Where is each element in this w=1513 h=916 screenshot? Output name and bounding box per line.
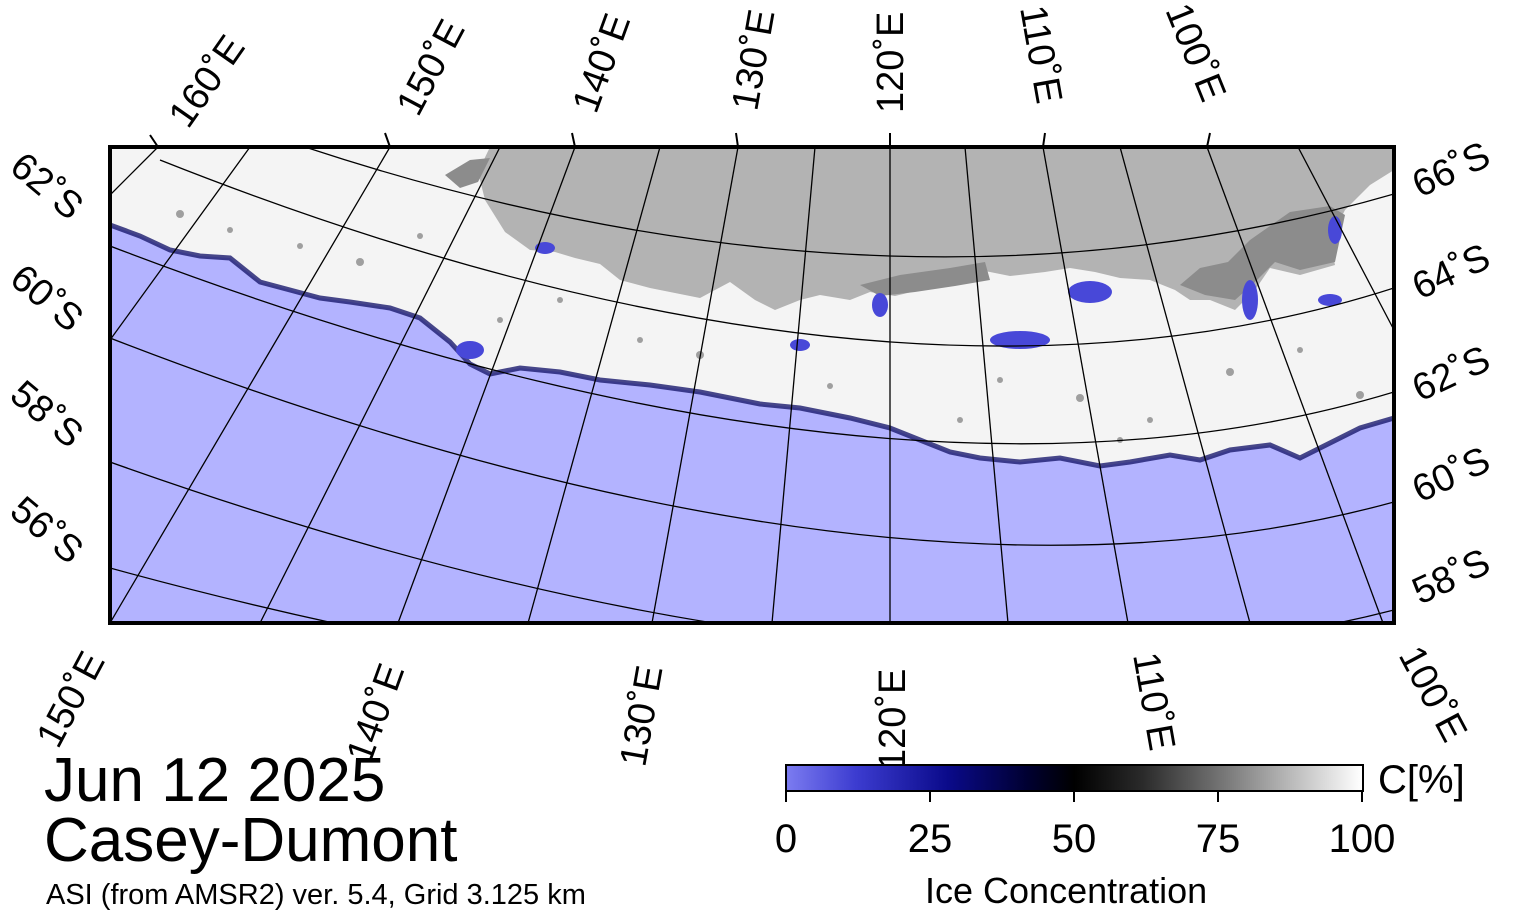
meridian-110E — [1042, 147, 1129, 623]
top-lon-label-110E: 110˚E — [1011, 2, 1069, 106]
top-tick-marks — [149, 132, 1211, 148]
region-name: Casey-Dumont — [44, 806, 458, 875]
low-ice-patches — [456, 216, 1342, 359]
top-lon-label-140E: 140˚E — [565, 8, 639, 118]
parallel-56S — [110, 567, 337, 623]
meridian-105E — [1119, 147, 1251, 623]
colorbar-tick-label: 0 — [774, 817, 798, 861]
left-lat-label-62S: 62˚S — [2, 145, 90, 229]
top-lon-label-160E: 160˚E — [161, 28, 254, 135]
meridian-155E — [110, 147, 251, 341]
colorbar-tick-mark — [1361, 790, 1363, 802]
top-lon-label-100E: 100˚E — [1157, 0, 1234, 107]
meridian-135E — [527, 147, 661, 623]
colorbar-tick-label: 100 — [1328, 817, 1396, 861]
meridian-140E — [397, 147, 576, 623]
top-lon-label-130E: 130˚E — [725, 6, 784, 113]
bottom-lon-label-130E: 130˚E — [613, 662, 672, 769]
meridian-95E — [1297, 147, 1394, 331]
bottom-lon-label-100E: 100˚E — [1390, 640, 1475, 749]
meridian-130E — [651, 147, 739, 623]
top-lon-label-120E: 120˚E — [870, 12, 912, 113]
bottom-lon-label-150E: 150˚E — [29, 645, 114, 754]
colorbar-tick-label: 25 — [907, 817, 953, 861]
colorbar-tick-mark — [1217, 790, 1219, 802]
meridian-145E — [259, 147, 501, 623]
land-antarctica — [478, 147, 1394, 310]
product-info: ASI (from AMSR2) ver. 5.4, Grid 3.125 km — [46, 879, 586, 911]
colorbar-tick-label: 50 — [1051, 817, 1097, 861]
colorbar-tick-mark — [785, 790, 787, 802]
right-lat-label-58S: 58˚S — [1406, 541, 1497, 613]
right-lat-label-60S: 60˚S — [1406, 439, 1497, 511]
colorbar-tick-label: 75 — [1195, 817, 1241, 861]
parallel-58S — [110, 461, 1394, 623]
right-lat-label-62S: 62˚S — [1406, 338, 1497, 410]
meridian-100E — [1206, 147, 1384, 623]
graticule — [110, 147, 1394, 623]
left-lat-label-60S: 60˚S — [2, 257, 90, 341]
meridian-150E — [110, 147, 391, 623]
top-lon-label-150E: 150˚E — [389, 13, 474, 122]
bottom-lon-label-120E: 120˚E — [872, 669, 914, 770]
map-frame — [108, 145, 1396, 625]
sea-ice-edge — [110, 222, 1394, 469]
meridian-125E — [771, 147, 816, 623]
bottom-lon-label-110E: 110˚E — [1124, 649, 1182, 753]
parallel-60S — [110, 337, 1394, 546]
meridian-160E — [110, 147, 159, 196]
colorbar-tick-mark — [1073, 790, 1075, 802]
colorbar-tick-mark — [929, 790, 931, 802]
colorbar-unit: C[%] — [1378, 758, 1465, 802]
colorbar-title: Ice Concentration — [925, 870, 1208, 911]
left-lat-label-58S: 58˚S — [2, 373, 90, 457]
right-lat-label-64S: 64˚S — [1406, 236, 1497, 308]
right-lat-label-66S: 66˚S — [1406, 134, 1497, 206]
map-date: Jun 12 2025 — [44, 746, 386, 815]
colorbar — [785, 764, 1364, 792]
parallel-64S — [159, 159, 1394, 347]
meridian-115E — [964, 147, 1009, 623]
left-lat-label-56S: 56˚S — [2, 489, 90, 573]
parallel-62S — [110, 245, 1394, 445]
